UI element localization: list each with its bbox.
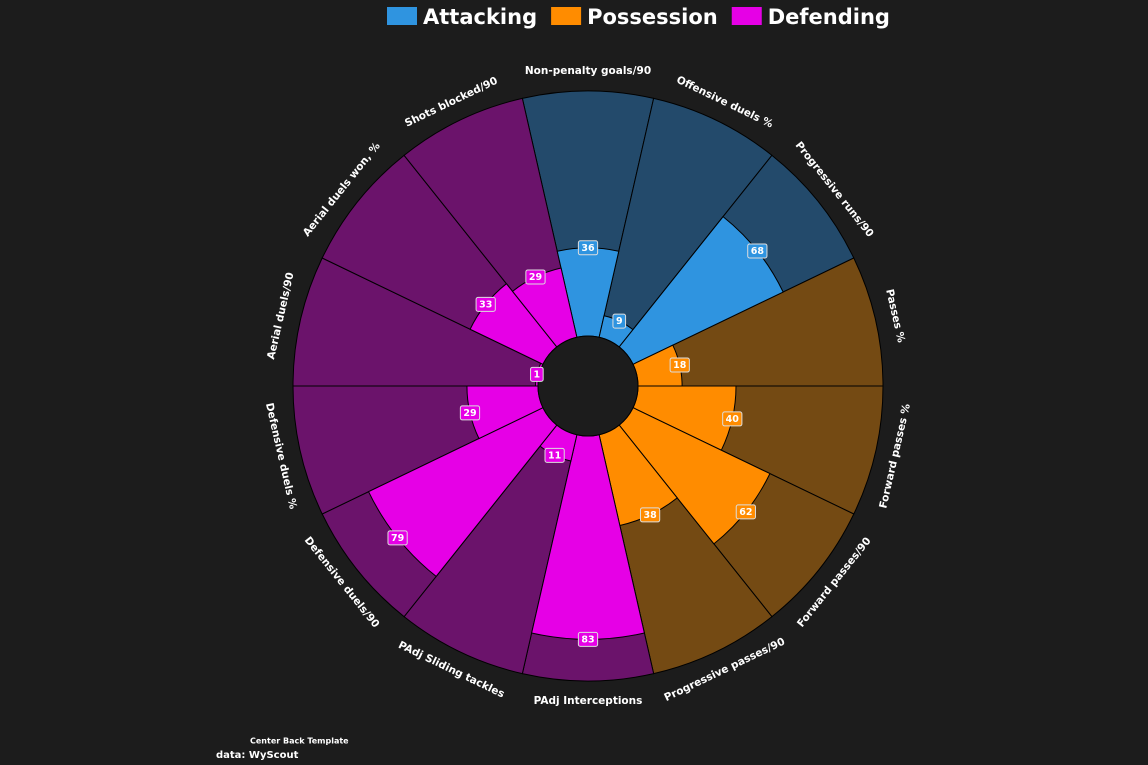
legend-label: Possession (587, 5, 718, 29)
category-label: Defensive duels % (263, 402, 299, 511)
value-label-box (735, 504, 756, 520)
value-label: 33 (475, 296, 496, 312)
legend-label: Defending (768, 5, 890, 29)
legend-swatch (731, 7, 762, 25)
value-label-text: 83 (581, 634, 594, 645)
value-label-box (530, 366, 544, 382)
value-label-box (525, 269, 546, 285)
value-label: 79 (387, 530, 408, 546)
value-label-text: 79 (391, 533, 404, 544)
category-label: Non-penalty goals/90 (525, 65, 651, 77)
value-label-box (722, 411, 743, 427)
source-note: data: WyScout (216, 750, 299, 761)
value-label: 40 (722, 411, 743, 427)
value-label-box (387, 530, 408, 546)
value-label: 68 (747, 243, 768, 259)
value-label-box (577, 631, 599, 647)
value-label: 9 (612, 313, 627, 329)
category-label: PAdj Interceptions (534, 695, 643, 707)
value-label-text: 68 (751, 246, 765, 257)
value-label: 38 (639, 507, 661, 523)
category-label: Passes % (883, 288, 907, 344)
value-label: 29 (525, 269, 546, 285)
value-label-text: 29 (529, 272, 542, 283)
value-label-text: 33 (479, 299, 492, 310)
value-label-box (747, 243, 768, 259)
value-label-box (639, 507, 661, 523)
value-label-box (669, 357, 690, 373)
category-label: Aerial duels/90 (265, 271, 296, 360)
value-label-text: 38 (643, 510, 657, 521)
value-label-text: 18 (673, 360, 687, 371)
value-label-box (459, 405, 481, 421)
value-label: 62 (735, 504, 756, 520)
value-label-text: 36 (581, 243, 595, 254)
value-label-box (577, 240, 599, 256)
value-label-text: 29 (463, 408, 476, 419)
value-label-text: 1 (534, 369, 541, 380)
center-hole (537, 335, 639, 437)
value-label: 11 (544, 447, 565, 463)
legend-swatch (387, 7, 417, 25)
value-label-text: 40 (726, 414, 740, 425)
template-note: Center Back Template (250, 737, 349, 746)
value-label: 1 (530, 366, 544, 382)
value-label: 36 (577, 240, 599, 256)
value-label: 29 (459, 405, 481, 421)
value-label: 18 (669, 357, 690, 373)
category-label: Forward passes % (877, 402, 913, 509)
value-label-text: 11 (548, 450, 561, 461)
value-label-box (544, 447, 565, 463)
value-label-text: 9 (616, 316, 623, 327)
legend-swatch (551, 7, 582, 25)
legend-label: Attacking (423, 5, 537, 29)
value-label: 83 (577, 631, 599, 647)
value-label-box (612, 313, 627, 329)
value-label-box (475, 296, 496, 312)
value-label-text: 62 (739, 507, 752, 518)
